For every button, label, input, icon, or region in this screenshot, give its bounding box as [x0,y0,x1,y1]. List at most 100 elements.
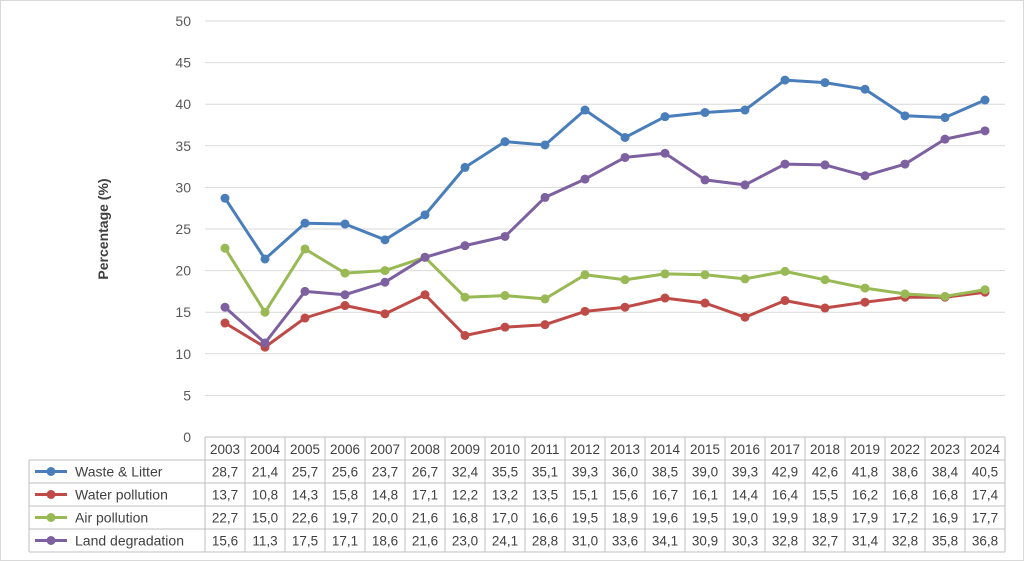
data-point [260,338,270,348]
data-point [500,291,510,301]
data-label: 41,8 [852,465,878,480]
data-label: 23,7 [372,465,398,480]
data-label: 13,7 [212,488,238,503]
data-point [220,302,230,312]
data-point [860,297,870,307]
data-label: 38,4 [932,465,959,480]
legend-key [35,513,67,522]
data-point [460,162,470,172]
data-point [660,293,670,303]
data-point [300,218,310,228]
data-label: 16,8 [452,511,478,526]
data-label: 33,6 [612,534,638,549]
data-point [540,294,550,304]
data-point [300,286,310,296]
data-label: 14,3 [292,488,318,503]
data-label: 21,4 [252,465,279,480]
legend-key [35,467,67,476]
legend-marker [46,467,56,476]
data-label: 28,7 [212,465,238,480]
data-label: 16,7 [652,488,678,503]
data-label: 32,8 [892,534,918,549]
data-label: 17,5 [292,534,318,549]
data-label: 16,8 [892,488,918,503]
data-label: 10,8 [252,488,278,503]
data-label: 18,9 [812,511,838,526]
data-point [540,192,550,202]
data-point [860,84,870,94]
data-point [780,266,790,276]
y-tick-label: 25 [175,221,191,237]
data-label: 30,3 [732,534,758,549]
x-tick-label: 2007 [370,442,400,457]
legend-key [35,490,67,499]
data-label: 32,8 [772,534,798,549]
data-point [620,152,630,162]
data-point [780,75,790,85]
data-point [340,219,350,229]
series-line [223,129,986,345]
y-tick-label: 45 [175,55,191,71]
data-label: 35,8 [932,534,958,549]
x-tick-label: 2015 [690,442,720,457]
data-label: 16,1 [692,488,718,503]
data-label: 42,9 [772,465,798,480]
data-point [740,312,750,322]
data-point [780,159,790,169]
data-label: 35,1 [532,465,558,480]
data-point [700,270,710,280]
data-label: 16,4 [772,488,799,503]
x-tick-label: 2018 [810,442,840,457]
y-tick-label: 40 [175,96,191,112]
series-land-degradation [220,126,990,348]
data-label: 39,0 [692,465,718,480]
data-label: 34,1 [652,534,678,549]
data-point [220,193,230,203]
data-point [580,174,590,184]
data-point [660,112,670,122]
data-point [940,134,950,144]
data-label: 16,2 [852,488,878,503]
data-table: 2003 2004 2005 2006 2007 2008 2009 2010 2011 2012… [28,436,1006,553]
data-point [700,298,710,308]
data-label: 15,5 [812,488,838,503]
data-point [500,137,510,147]
data-point [700,175,710,185]
data-point [700,108,710,118]
data-label: 38,6 [892,465,918,480]
data-point [300,244,310,254]
x-tick-label: 2024 [970,442,1001,457]
data-point [660,148,670,158]
gridlines [205,20,1005,396]
data-label: 17,0 [492,511,518,526]
data-point [980,285,990,295]
data-point [620,132,630,142]
data-label: 19,0 [732,511,758,526]
data-label: 19,5 [572,511,598,526]
x-tick-label: 2016 [730,442,760,457]
data-point [820,160,830,170]
x-tick-label: 2013 [610,442,640,457]
data-label: 30,9 [692,534,718,549]
data-label: 14,8 [372,488,398,503]
series-waste-litter [220,75,990,264]
data-label: 38,5 [652,465,678,480]
data-point [980,95,990,105]
legend-label: Air pollution [75,510,148,526]
data-label: 16,6 [532,511,558,526]
data-label: 28,8 [532,534,558,549]
data-label: 39,3 [572,465,598,480]
data-label: 36,8 [972,534,998,549]
data-point [580,270,590,280]
data-label: 11,3 [252,534,277,549]
data-point [420,210,430,220]
data-point [340,301,350,311]
data-point [220,318,230,328]
x-tick-label: 2022 [890,442,920,457]
data-label: 15,1 [572,488,598,503]
data-point [380,277,390,287]
data-label: 36,0 [612,465,638,480]
y-tick-label: 5 [183,387,191,403]
legend-label: Land degradation [75,533,184,549]
